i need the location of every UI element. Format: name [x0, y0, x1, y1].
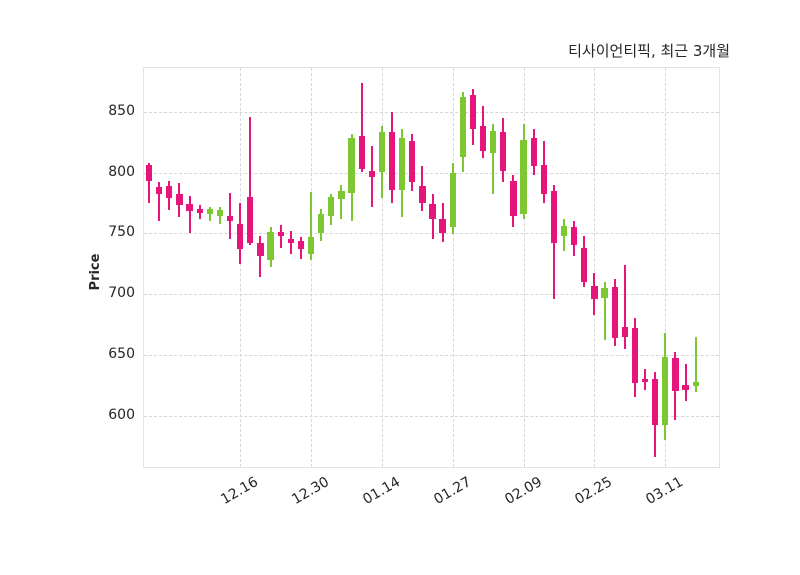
candle-body [439, 218, 446, 234]
candle-body [672, 358, 679, 392]
candle-body [550, 190, 558, 243]
candle-body [429, 204, 436, 219]
candle-body [652, 379, 659, 426]
gridline-vertical [523, 68, 525, 467]
candle-body [368, 171, 375, 178]
candle-wick [603, 281, 606, 341]
candle-body [237, 223, 244, 250]
gridline-horizontal [144, 172, 719, 174]
candle-body [348, 138, 355, 194]
candle-body [449, 172, 456, 228]
candle-wick [623, 264, 626, 349]
candle-body [378, 132, 385, 173]
y-tick-label: 800 [108, 163, 135, 180]
plot-area [143, 67, 720, 468]
candle-body [328, 196, 335, 217]
gridline-vertical [594, 68, 596, 467]
candle-body [692, 381, 699, 387]
candle-body [247, 196, 254, 243]
candle-wick [310, 191, 313, 260]
candle-body [560, 225, 568, 236]
candle-body [601, 287, 608, 298]
candle-body [621, 326, 628, 337]
candle-body [388, 132, 396, 190]
gridline-vertical [240, 68, 242, 467]
candle-body [297, 240, 305, 250]
y-tick-label: 850 [108, 102, 135, 119]
candle-body [176, 194, 183, 206]
candle-body [540, 165, 547, 195]
candle-wick [188, 195, 191, 234]
candle-body [611, 286, 618, 338]
candle-body [358, 136, 365, 169]
y-tick-label: 650 [108, 345, 135, 362]
gridline-vertical [381, 68, 383, 467]
y-axis-tick-labels: 850 800 750 700 650 600 [80, 0, 135, 575]
candle-body [419, 185, 426, 203]
gridline-horizontal [144, 415, 719, 417]
candle-body [490, 131, 497, 154]
candle-body [510, 181, 517, 217]
gridline-horizontal [144, 294, 719, 296]
candle-body [267, 232, 274, 260]
candle-body [479, 126, 487, 151]
candle-body [206, 208, 213, 214]
candle-body [307, 236, 315, 254]
candle-body [662, 357, 669, 426]
candle-wick [360, 82, 363, 173]
candle-body [409, 140, 416, 183]
candle-wick [249, 116, 252, 246]
candle-body [216, 210, 224, 217]
candle-body [631, 328, 639, 383]
candle-body [145, 165, 153, 181]
gridline-vertical [452, 68, 454, 467]
candle-body [469, 94, 477, 129]
candle-wick [259, 235, 262, 277]
candle-body [571, 227, 578, 246]
candle-body [226, 216, 234, 222]
y-tick-label: 700 [108, 285, 135, 302]
candle-body [186, 204, 193, 212]
candle-wick [684, 364, 687, 401]
candle-body [338, 190, 345, 200]
y-tick-label: 600 [108, 406, 135, 423]
candle-wick [279, 224, 282, 248]
candle-wick [148, 162, 151, 203]
candle-body [459, 97, 466, 157]
candle-body [641, 379, 649, 382]
candle-body [156, 187, 163, 195]
candle-body [682, 385, 689, 390]
candle-body [277, 232, 284, 236]
chart-title: 티사이언티픽, 최근 3개월 [568, 42, 730, 60]
y-tick-label: 750 [108, 224, 135, 241]
gridline-vertical [311, 68, 313, 467]
candle-body [530, 138, 537, 167]
candle-body [196, 208, 203, 213]
candle-body [520, 139, 527, 214]
candle-body [581, 247, 588, 282]
gridline-horizontal [144, 111, 719, 113]
candle-wick [492, 123, 495, 195]
candle-body [318, 213, 325, 234]
candle-wick [694, 336, 697, 393]
candle-body [591, 285, 598, 299]
candle-body [287, 239, 294, 243]
candle-body [500, 132, 507, 172]
gridline-vertical [665, 68, 667, 467]
candle-wick [158, 182, 161, 222]
candle-wick [340, 184, 343, 219]
gridline-horizontal [144, 354, 719, 356]
candle-body [166, 185, 173, 198]
candle-body [257, 242, 264, 257]
candle-body [398, 138, 406, 190]
